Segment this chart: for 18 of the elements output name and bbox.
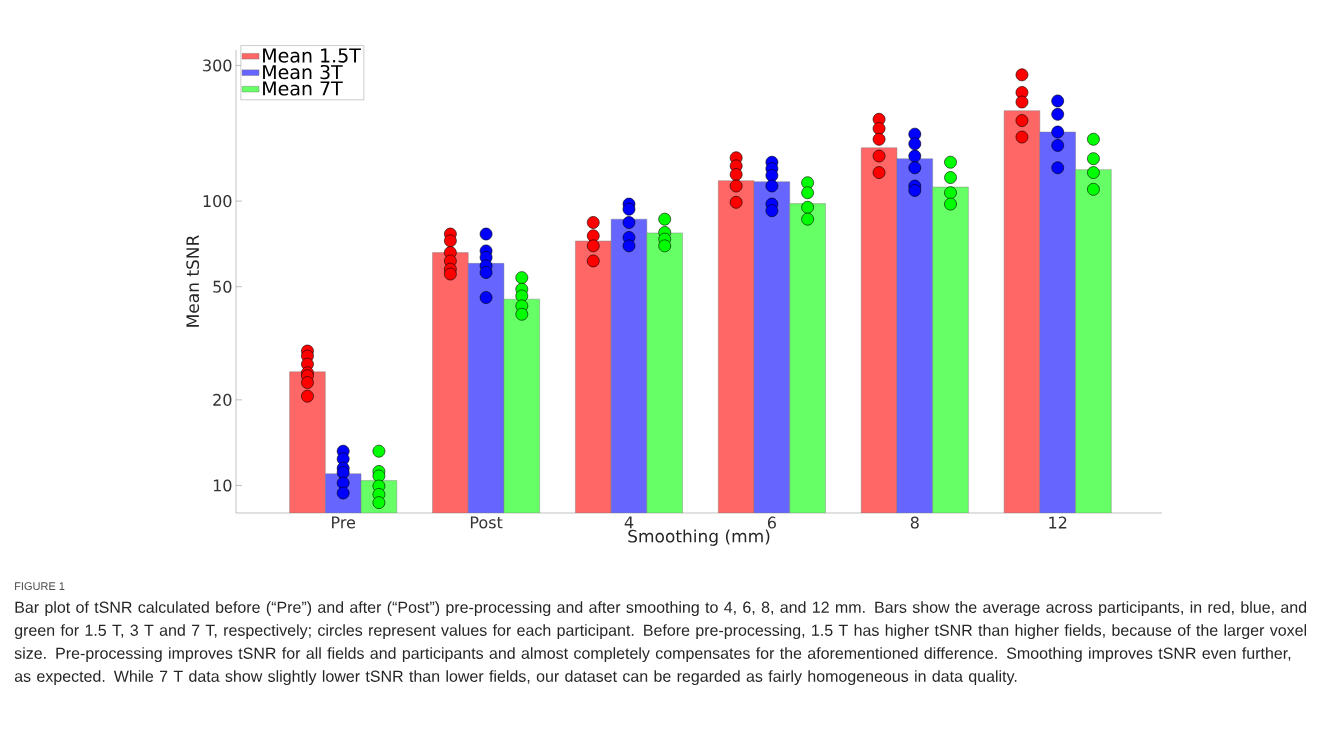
x-axis-title: Smoothing (mm) <box>628 529 770 546</box>
caption: FIGURE 1 <box>15 582 65 590</box>
y-axis-title: Mean tSNR <box>186 235 200 327</box>
text: Bar plot of tSNR calculated before (“Pre”) and after (“Post”) pre-processing and after smoothing to 4, 6, 8, and 12 mm. Bars show the average across participants, in red, blue, and green for 1.5 T, 3 T and 7 T, respectively; circles represent values for each participant. Before pre-processing, 1.5 T has higher tSNR than higher fields, because of the larger voxel size. Pre-processing improves tSNR for all fields and participants and almost completely compensates for the aforementioned difference. Smoothing improves tSNR even further, as expected. While 7 T data show slightly lower tSNR than lower fields, our dataset can be regarded as fairly homogeneous in data quality. <box>14 601 1307 686</box>
legend-label: Mean 7T <box>263 81 343 96</box>
x-tick-label: 6 <box>767 516 776 529</box>
x-tick-label: Post <box>470 516 503 529</box>
y-tick-label: 20 <box>213 393 232 406</box>
x-tick-label: Pre <box>332 516 356 529</box>
y-tick-label: 50 <box>213 280 232 293</box>
x-tick-label: 4 <box>624 516 634 529</box>
y-tick-label: 300 <box>203 59 232 72</box>
legend-label: Mean 1.5T <box>263 48 361 63</box>
x-tick-label: 12 <box>1049 516 1067 529</box>
x-tick-label: 8 <box>910 516 919 529</box>
y-tick-label: 100 <box>203 195 232 208</box>
legend-label: Mean 3T <box>263 64 343 80</box>
y-tick-label: 10 <box>213 479 232 492</box>
